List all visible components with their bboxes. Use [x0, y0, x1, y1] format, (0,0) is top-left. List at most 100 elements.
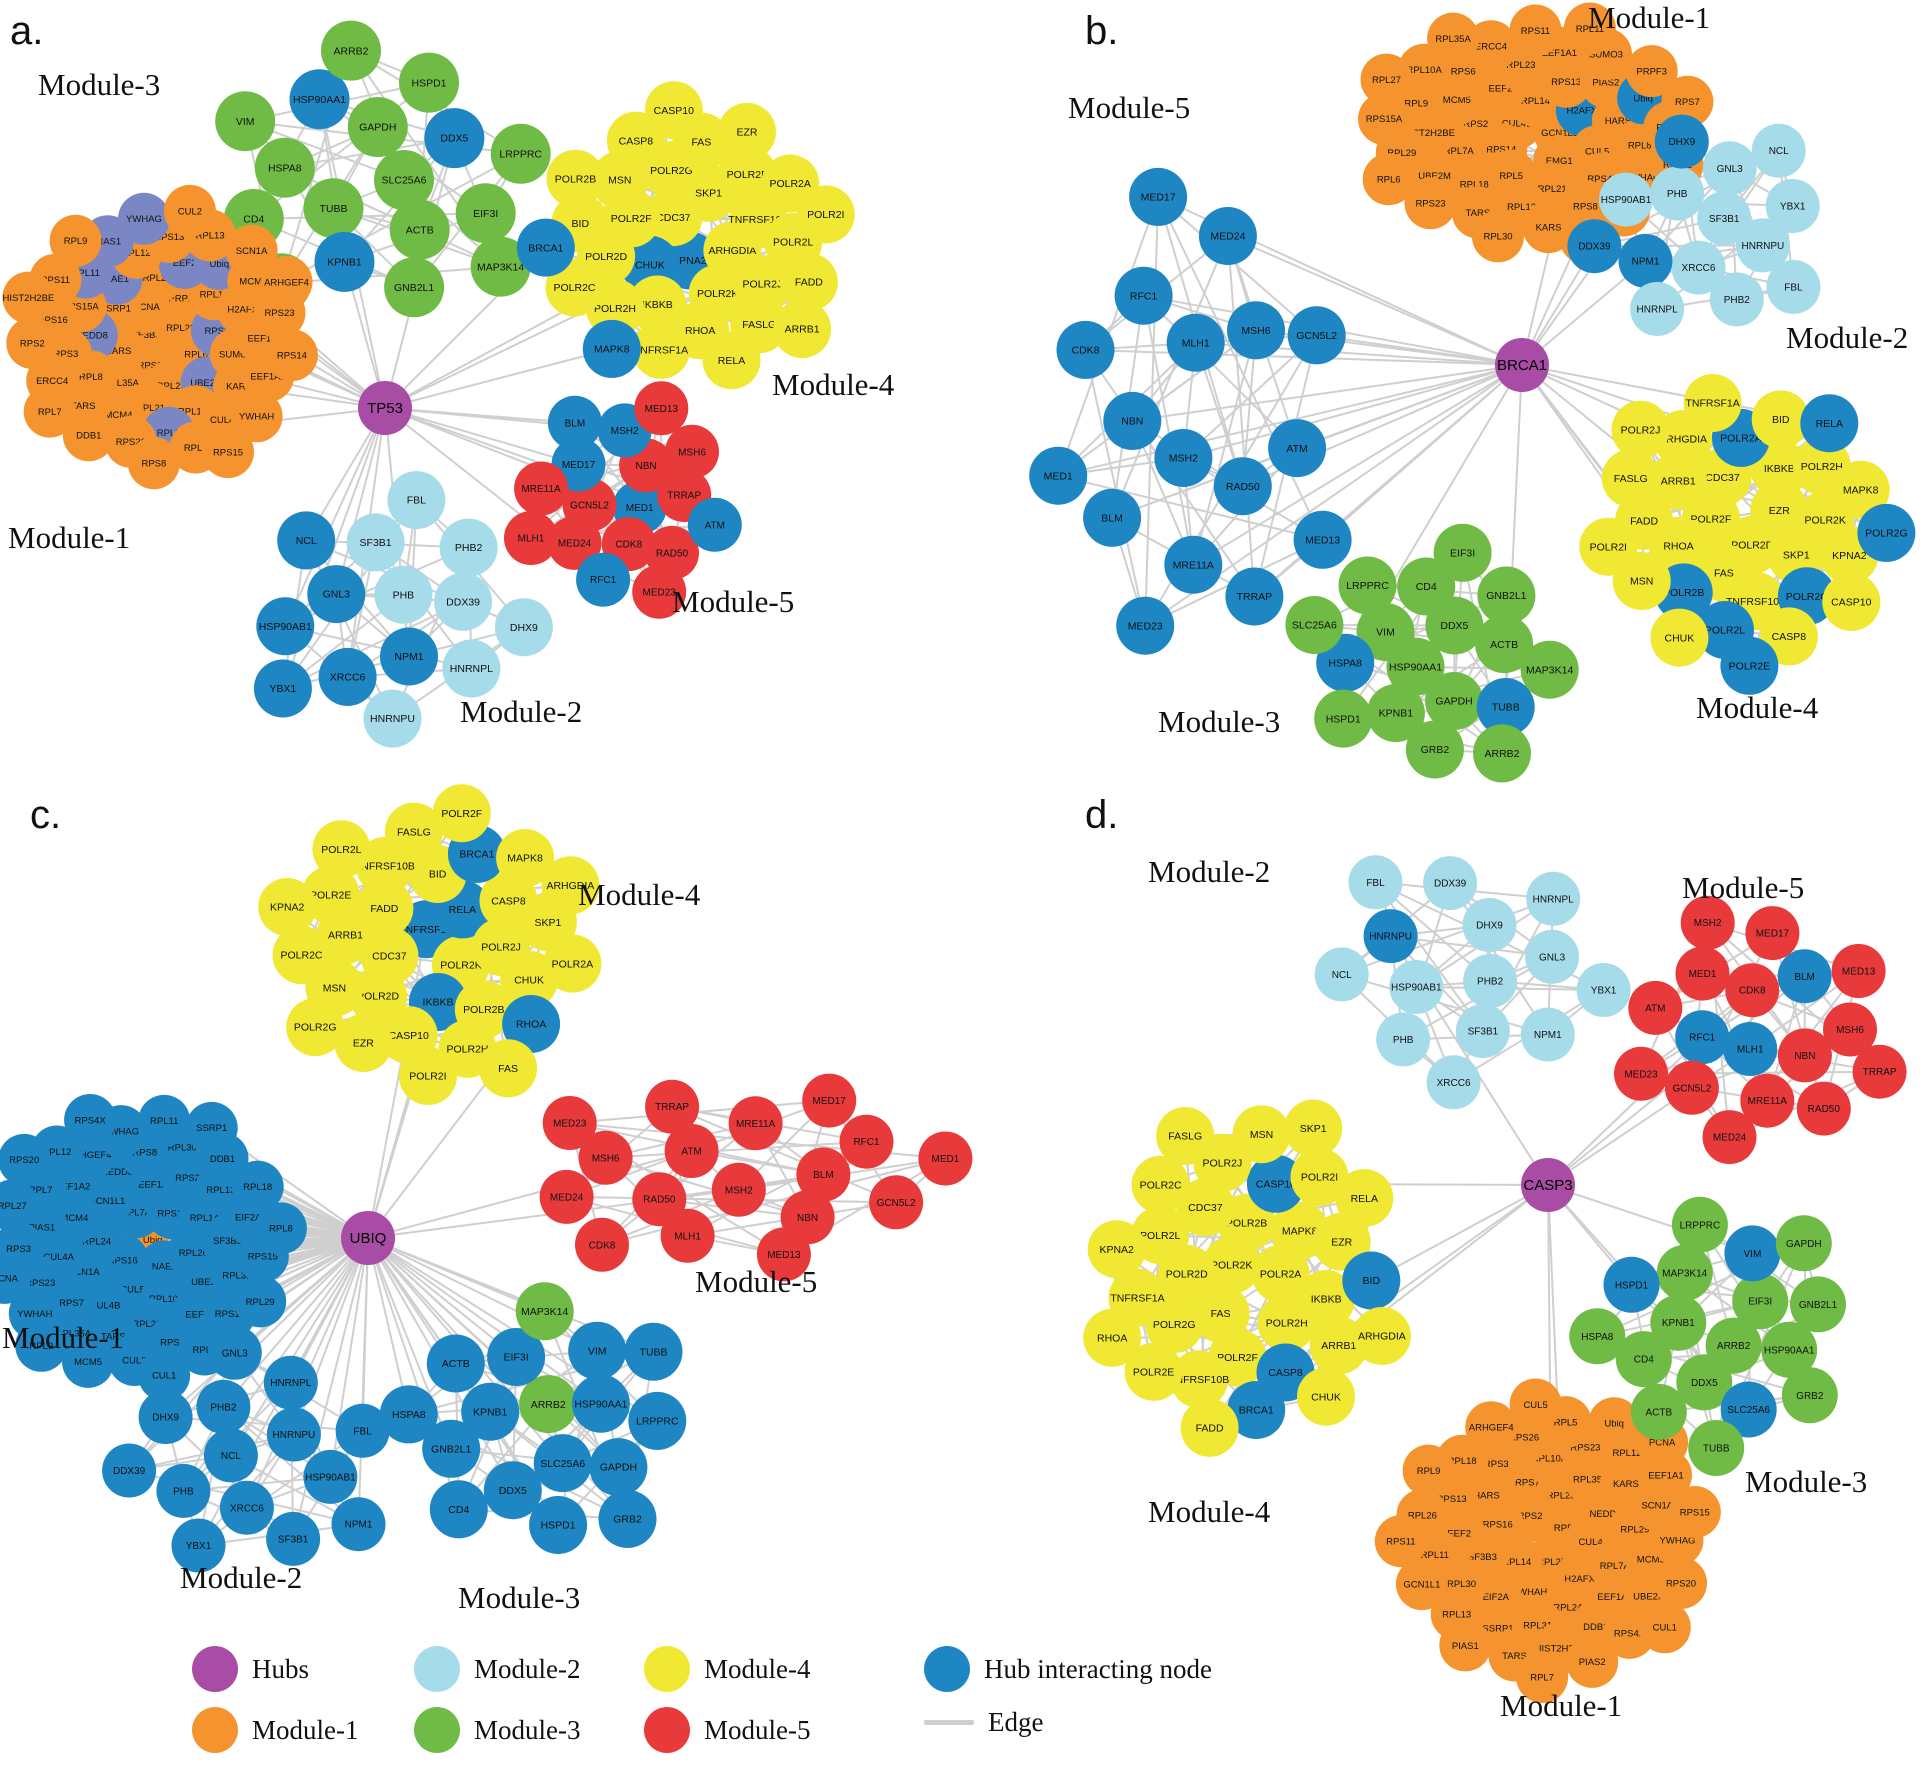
- node-label-ncl: NCL: [296, 535, 317, 547]
- module-label-module-5: Module-5: [672, 584, 794, 619]
- node-npm1: [1520, 1007, 1575, 1062]
- module-label-module-2: Module-2: [1148, 854, 1270, 889]
- node-label-nbn: NBN: [1121, 416, 1143, 428]
- node-label-rps15a: RPS15A: [1366, 114, 1403, 125]
- node-label-dhx9: DHX9: [152, 1413, 179, 1424]
- module-label-module-3: Module-3: [458, 1580, 580, 1615]
- node-label-casp10: CASP10: [654, 105, 694, 117]
- module-label-module-4: Module-4: [1696, 690, 1819, 725]
- node-label-chuk: CHUK: [635, 260, 665, 272]
- node-tubb: [624, 1322, 683, 1381]
- hub-edge: [335, 407, 386, 595]
- node-label-rfc1: RFC1: [590, 575, 617, 586]
- node-label-ubiq: Ubiq: [1633, 94, 1653, 105]
- node-label-rps15: RPS15: [213, 447, 243, 458]
- node-label-tubb: TUBB: [1492, 702, 1520, 714]
- node-label-ddx5: DDX5: [1691, 1378, 1718, 1389]
- node-label-gnl3: GNL3: [323, 589, 351, 601]
- node-label-cd4: CD4: [1416, 581, 1437, 593]
- node-label-rpl23: RPL23: [1547, 1490, 1576, 1501]
- node-label-grb2: GRB2: [1796, 1391, 1824, 1402]
- legend-swatch-hub-interacting-node: [924, 1646, 970, 1692]
- panel-d-nodes: PHB2 HSP90AB1 DHX9 SF3B1 HNRNPU GNL3 PHB DDX39 N…: [1083, 793, 1907, 1723]
- node-gnb2l1: [1790, 1276, 1846, 1333]
- node-rela: [1335, 1169, 1394, 1228]
- node-label-cul4: CUL4: [1578, 1537, 1602, 1548]
- edge: [1157, 196, 1318, 337]
- node-label-rps8: RPS8: [132, 1148, 157, 1159]
- node-gnl3: [1525, 929, 1580, 984]
- node-label-med17: MED17: [1141, 192, 1176, 204]
- node-label-rpl5: RPL5: [1554, 1417, 1578, 1428]
- node-phb: [1650, 166, 1705, 221]
- node-label-rela: RELA: [718, 355, 745, 367]
- node-label-polr2l: POLR2L: [1705, 625, 1745, 637]
- node-label-cul1: CUL1: [152, 1371, 176, 1382]
- node-rfc1: [576, 552, 631, 607]
- node-blm: [1777, 949, 1832, 1004]
- node-label-cul1: CUL1: [1653, 1623, 1677, 1634]
- node-xrcc6: [219, 1480, 274, 1535]
- node-label-tnfrsf1a: TNFRSF1A: [1110, 1292, 1164, 1304]
- node-med1: [1675, 946, 1730, 1001]
- node-polr2i: [1290, 1148, 1349, 1206]
- node-label-eef1a1: EEF1A1: [138, 1180, 173, 1191]
- node-polr2c: [1131, 1155, 1190, 1214]
- node-label-rps13: RPS13: [154, 232, 184, 243]
- node-med1: [1029, 446, 1088, 505]
- node-label-mre11a: MRE11A: [1173, 559, 1214, 571]
- node-label-ddx39: DDX39: [446, 597, 480, 609]
- node-label-rpl12: RPL12: [1612, 1448, 1641, 1459]
- node-label-cdc37: CDC37: [1705, 472, 1740, 484]
- node-label-polr2g: POLR2G: [294, 1022, 337, 1034]
- node-label-cul5: CUL5: [1585, 147, 1609, 158]
- hub-edge: [384, 347, 613, 409]
- node-mre11a: [1164, 535, 1223, 594]
- node-ywhah: [230, 390, 283, 443]
- node-label-polr2j: POLR2J: [1621, 424, 1661, 436]
- node-label-brca1: BRCA1: [459, 849, 494, 861]
- node-label-rpl6: RPL6: [1377, 175, 1401, 186]
- node-label-casp10: CASP10: [1256, 1179, 1296, 1191]
- node-label-faslg: FASLG: [1614, 473, 1648, 485]
- node-mlh1: [660, 1208, 715, 1263]
- node-label-rpl7: RPL7: [38, 407, 62, 418]
- node-label-med24: MED24: [558, 538, 592, 549]
- node-label-eef1a1: EEF1A1: [1542, 48, 1577, 59]
- node-label-bid: BID: [429, 869, 447, 881]
- node-label-med24: MED24: [1210, 231, 1245, 243]
- node-label-rpl30: RPL30: [1483, 232, 1512, 243]
- node-label-msh6: MSH6: [678, 447, 706, 458]
- node-label-med1: MED1: [932, 1154, 960, 1165]
- node-ssrp1: [185, 1101, 238, 1154]
- node-label-cd4: CD4: [243, 214, 264, 226]
- module-label-module-5: Module-5: [695, 1264, 817, 1299]
- node-label-gcn5l2: GCN5L2: [1672, 1083, 1711, 1094]
- node-casp8: [1759, 607, 1818, 666]
- node-label-polr2e: POLR2E: [727, 169, 768, 181]
- node-label-pias1: PIAS1: [1452, 1641, 1479, 1652]
- node-label-tubb: TUBB: [639, 1346, 667, 1358]
- node-hnrnpl: [1630, 282, 1685, 336]
- node-label-rpl5: RPL5: [1499, 171, 1523, 182]
- legend-label: Module-5: [704, 1714, 811, 1745]
- node-label-rpl11: RPL11: [150, 1116, 178, 1127]
- node-arhgdia: [1352, 1307, 1411, 1365]
- node-label-rpl35a: RPL35A: [1435, 34, 1471, 45]
- node-label-rpl13: RPL13: [196, 231, 225, 242]
- node-label-hsp90aa1: HSP90AA1: [1389, 661, 1442, 673]
- node-label-rpl11: RPL11: [72, 268, 100, 279]
- node-label-hsp90aa1: HSP90AA1: [1764, 1345, 1815, 1356]
- node-rela: [702, 331, 761, 390]
- node-arhgef4: [260, 255, 313, 308]
- node-label-med1: MED1: [626, 503, 654, 514]
- node-label-gnb2l1: GNB2L1: [1799, 1300, 1838, 1311]
- node-ncl: [277, 511, 336, 570]
- node-label-kars: KARS: [1613, 1479, 1639, 1490]
- edge: [1226, 235, 1256, 597]
- edge: [1374, 881, 1484, 1032]
- node-dhx9: [494, 598, 553, 657]
- node-label-ncl: NCL: [1769, 146, 1789, 157]
- node-label-hnrnpl: HNRNPL: [270, 1378, 312, 1389]
- node-label-med13: MED13: [1305, 535, 1340, 547]
